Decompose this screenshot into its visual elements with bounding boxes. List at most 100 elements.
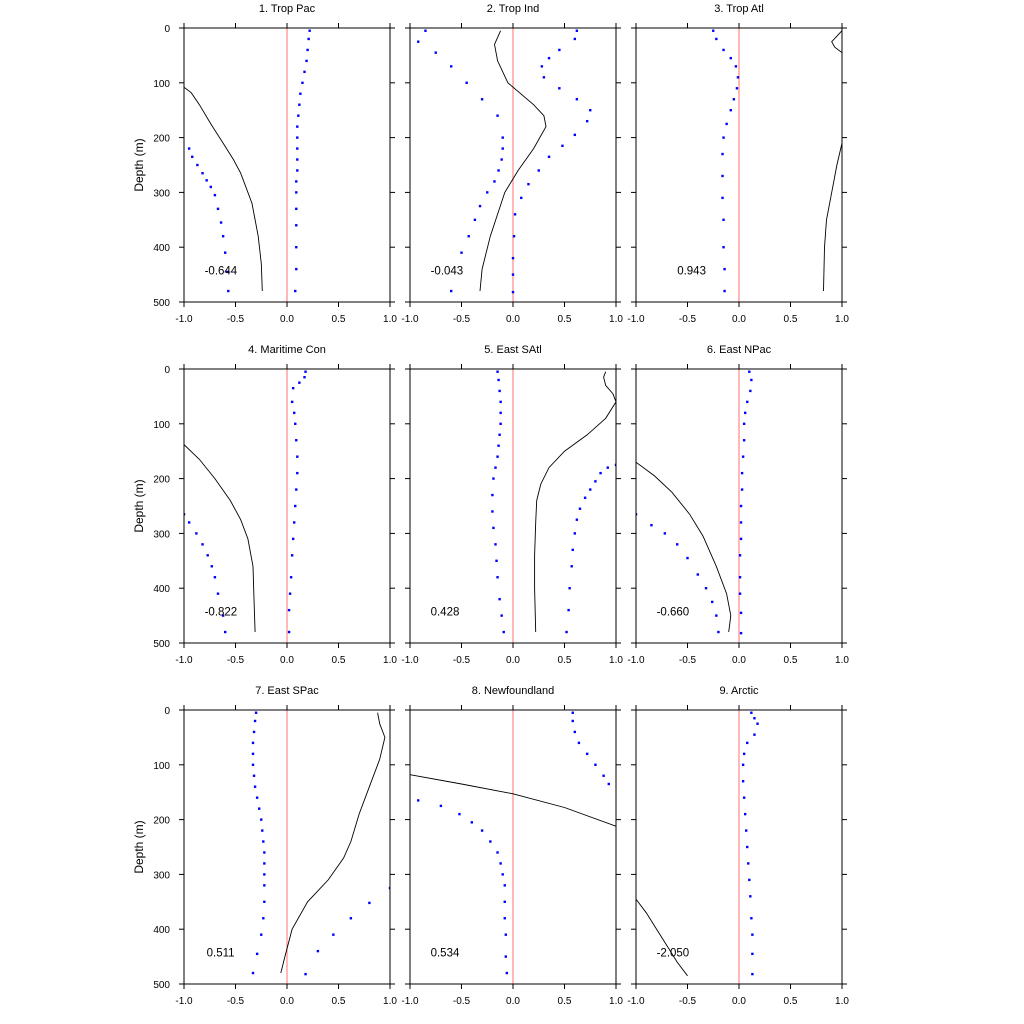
dot-point xyxy=(205,179,208,182)
dot-point xyxy=(583,496,587,499)
dot-point xyxy=(252,774,256,777)
dot-point xyxy=(316,949,320,953)
correlation-annotation: 0.511 xyxy=(207,948,235,960)
dot-point xyxy=(575,29,579,32)
dot-point xyxy=(753,717,756,720)
panel-data xyxy=(184,29,311,293)
x-tick-label: -1.0 xyxy=(175,996,193,1007)
dot-point xyxy=(636,513,638,516)
x-tick-label: -1.0 xyxy=(627,996,645,1007)
dot-point xyxy=(500,158,503,161)
x-tick-label: -1.0 xyxy=(627,314,645,325)
panel-data xyxy=(417,29,592,294)
correlation-annotation: -0.822 xyxy=(205,607,238,619)
y-tick-label: 300 xyxy=(153,188,170,199)
dot-point xyxy=(253,719,257,723)
dot-point xyxy=(296,455,299,458)
dot-point xyxy=(738,592,742,595)
dot-point xyxy=(417,40,420,43)
dot-point xyxy=(499,411,502,415)
solid-line xyxy=(184,86,263,292)
dot-point xyxy=(511,256,515,260)
x-tick-label: 0.0 xyxy=(280,655,294,666)
x-tick-label: 0.5 xyxy=(558,314,572,325)
dot-point xyxy=(303,376,306,379)
dot-point xyxy=(735,87,739,90)
dot-point xyxy=(254,711,258,714)
dot-point xyxy=(746,741,749,745)
panel-1: 1. Trop Pac -1.0 -0.5 0.0 0.5 1.0 0 100 200 300 40… xyxy=(132,3,397,325)
dot-point xyxy=(257,807,261,810)
x-tick-label: 0.5 xyxy=(332,655,346,666)
solid-line xyxy=(280,712,386,974)
dot-point xyxy=(260,933,263,936)
dot-point xyxy=(465,81,468,84)
dot-point xyxy=(287,608,291,612)
dot-point xyxy=(492,526,495,530)
dot-point xyxy=(213,576,217,579)
dot-point xyxy=(742,752,746,756)
dot-point xyxy=(251,741,255,745)
dot-point xyxy=(263,851,266,854)
panel-grid: 1. Trop Pac -1.0 -0.5 0.0 0.5 1.0 0 100 200 300 40… xyxy=(132,3,849,1007)
dot-point xyxy=(294,422,297,425)
dot-point xyxy=(606,466,609,469)
dot-point xyxy=(295,224,298,227)
solid-line xyxy=(479,30,547,292)
panel-data xyxy=(410,711,616,975)
correlation-annotation: -0.660 xyxy=(657,607,690,619)
x-tick-label: -1.0 xyxy=(627,655,645,666)
dot-point xyxy=(368,901,371,905)
x-tick-label: 0.0 xyxy=(280,996,294,1007)
dot-point xyxy=(739,504,743,508)
dot-point xyxy=(296,147,299,150)
x-tick-label: 0.0 xyxy=(506,996,520,1007)
correlation-annotation: 0.943 xyxy=(677,266,706,278)
dot-point xyxy=(738,554,742,557)
x-tick-label: 0.5 xyxy=(558,655,572,666)
dot-point xyxy=(210,565,214,568)
dot-point xyxy=(497,378,500,382)
dot-point xyxy=(388,886,390,890)
dot-point xyxy=(594,480,597,483)
x-tick-label: -0.5 xyxy=(227,655,245,666)
dot-point xyxy=(511,273,515,276)
panel-9: 9. Arctic -1.0 -0.5 0.0 0.5 1.0 -2.050 xyxy=(627,685,849,1007)
x-tick-label: 0.0 xyxy=(280,314,294,325)
panel-title: 1. Trop Pac xyxy=(259,3,316,15)
dot-point xyxy=(296,169,299,172)
x-tick-label: 1.0 xyxy=(835,996,849,1007)
dot-point xyxy=(686,556,689,560)
dot-point xyxy=(751,972,754,976)
dot-point xyxy=(294,289,297,293)
dot-point xyxy=(473,218,477,221)
dot-point xyxy=(496,370,499,373)
dot-point xyxy=(751,933,754,936)
dot-point xyxy=(296,158,299,161)
dot-point xyxy=(739,521,743,524)
y-tick-label: 200 xyxy=(153,134,170,145)
solid-line xyxy=(636,898,688,977)
x-tick-label: 1.0 xyxy=(383,655,397,666)
dot-point xyxy=(743,411,747,415)
panel-4: 4. Maritime Con -1.0 -0.5 0.0 0.5 1.0 0 100 200 3… xyxy=(132,344,397,666)
dot-point xyxy=(571,719,574,723)
y-tick-label: 500 xyxy=(153,298,170,309)
panel-data xyxy=(636,711,759,977)
dot-point xyxy=(290,554,294,557)
x-tick-label: -1.0 xyxy=(175,314,193,325)
dot-point xyxy=(575,98,579,101)
dot-point xyxy=(295,488,298,491)
dot-point xyxy=(450,65,453,68)
dot-point xyxy=(295,439,298,442)
dot-point xyxy=(296,125,299,128)
dot-point xyxy=(295,246,298,249)
panel-data xyxy=(251,711,390,976)
dot-point xyxy=(478,204,482,208)
dot-point xyxy=(715,614,718,617)
x-tick-label: -1.0 xyxy=(175,655,193,666)
dot-point xyxy=(747,862,750,865)
dot-point xyxy=(745,829,748,832)
dot-point xyxy=(504,933,507,936)
dot-point xyxy=(349,917,353,920)
